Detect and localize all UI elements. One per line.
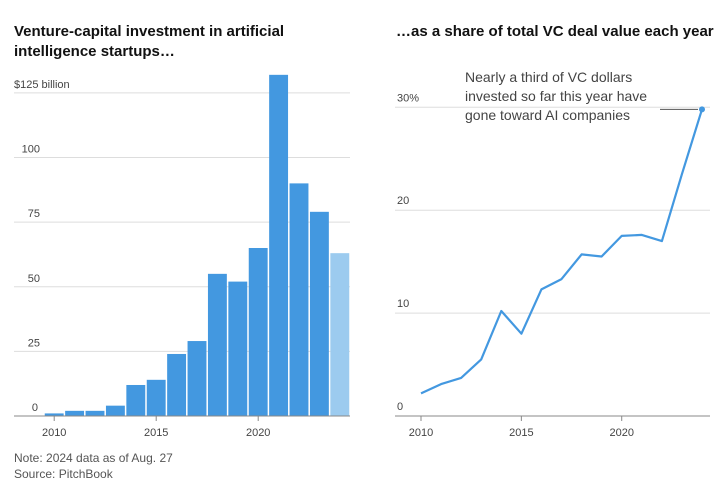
bar-2013	[105, 405, 125, 416]
right-chart-title: …as a share of total VC deal value each …	[396, 23, 714, 40]
bar-2021	[269, 74, 289, 416]
left-chart-title: Venture-capital investment in artificial…	[14, 23, 285, 60]
bar-2022	[289, 183, 309, 416]
bar-2011	[65, 410, 85, 416]
bar-2024	[330, 253, 350, 416]
bar-2017	[187, 341, 207, 416]
bar-chart-y-tick-label: 0	[32, 402, 38, 414]
note-text: Note: 2024 data as of Aug. 27	[14, 451, 173, 465]
bar-chart-y-tick-label: 50	[28, 273, 40, 285]
bar-2012	[85, 410, 105, 416]
bar-chart-y-tick-label: 75	[28, 208, 40, 220]
bar-2019	[228, 281, 248, 416]
bar-2010	[44, 413, 64, 416]
bar-chart-y-tick-label: $125 billion	[14, 79, 70, 91]
bar-2018	[207, 273, 227, 416]
bar-chart-x-tick-label: 2015	[144, 427, 168, 439]
bar-2023	[309, 211, 329, 416]
chart-notes: Note: 2024 data as of Aug. 27 Source: Pi…	[14, 450, 173, 482]
bar-chart-x-tick-label: 2010	[42, 427, 66, 439]
bar-chart-y-tick-label: 25	[28, 337, 40, 349]
source-text: Source: PitchBook	[14, 467, 113, 481]
bar-2016	[167, 353, 187, 416]
bar-2020	[248, 248, 268, 416]
bar-2014	[126, 384, 146, 416]
bar-chart-x-tick-label: 2020	[246, 427, 270, 439]
bar-chart-y-tick-label: 100	[22, 144, 40, 156]
bar-2015	[146, 379, 166, 416]
